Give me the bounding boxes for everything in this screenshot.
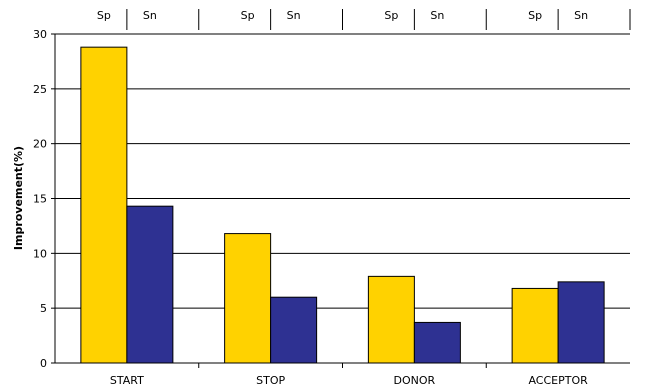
series-label-sn: Sn	[574, 9, 588, 22]
x-tick-label: DONOR	[394, 374, 436, 387]
series-label-sn: Sn	[430, 9, 444, 22]
bar-sp-acceptor	[511, 287, 559, 364]
bar-sp-donor	[367, 275, 415, 364]
bar-sn-acceptor	[557, 281, 605, 364]
y-tick-label: 25	[33, 83, 47, 96]
y-tick-label: 10	[33, 247, 47, 260]
bar-sn-donor	[413, 321, 461, 364]
series-label-sp: Sp	[384, 9, 398, 22]
bar-sp-stop	[224, 233, 272, 364]
y-axis: 0 5 10 15 20 25 30	[33, 28, 56, 370]
y-axis-label: Improvement(%)	[12, 146, 25, 250]
x-tick-label: STOP	[256, 374, 285, 387]
x-axis: START STOP DONOR ACCEPTOR	[55, 362, 630, 387]
bar-sn-start	[126, 205, 174, 364]
y-tick-label: 30	[33, 28, 47, 41]
bars	[80, 46, 605, 364]
series-label-sp: Sp	[97, 9, 111, 22]
y-tick-label: 0	[40, 357, 47, 370]
x-tick-label: ACCEPTOR	[528, 374, 588, 387]
y-tick-label: 15	[33, 193, 47, 206]
x-tick-label: START	[110, 374, 144, 387]
series-label-sp: Sp	[241, 9, 255, 22]
top-series-labels: Sp Sn Sp Sn Sp Sn Sp Sn	[97, 9, 631, 30]
series-label-sp: Sp	[528, 9, 542, 22]
bar-sn-stop	[270, 296, 318, 364]
series-label-sn: Sn	[143, 9, 157, 22]
y-tick-label: 20	[33, 138, 47, 151]
bar-sp-start	[80, 46, 128, 364]
y-tick-label: 5	[40, 302, 47, 315]
series-label-sn: Sn	[287, 9, 301, 22]
